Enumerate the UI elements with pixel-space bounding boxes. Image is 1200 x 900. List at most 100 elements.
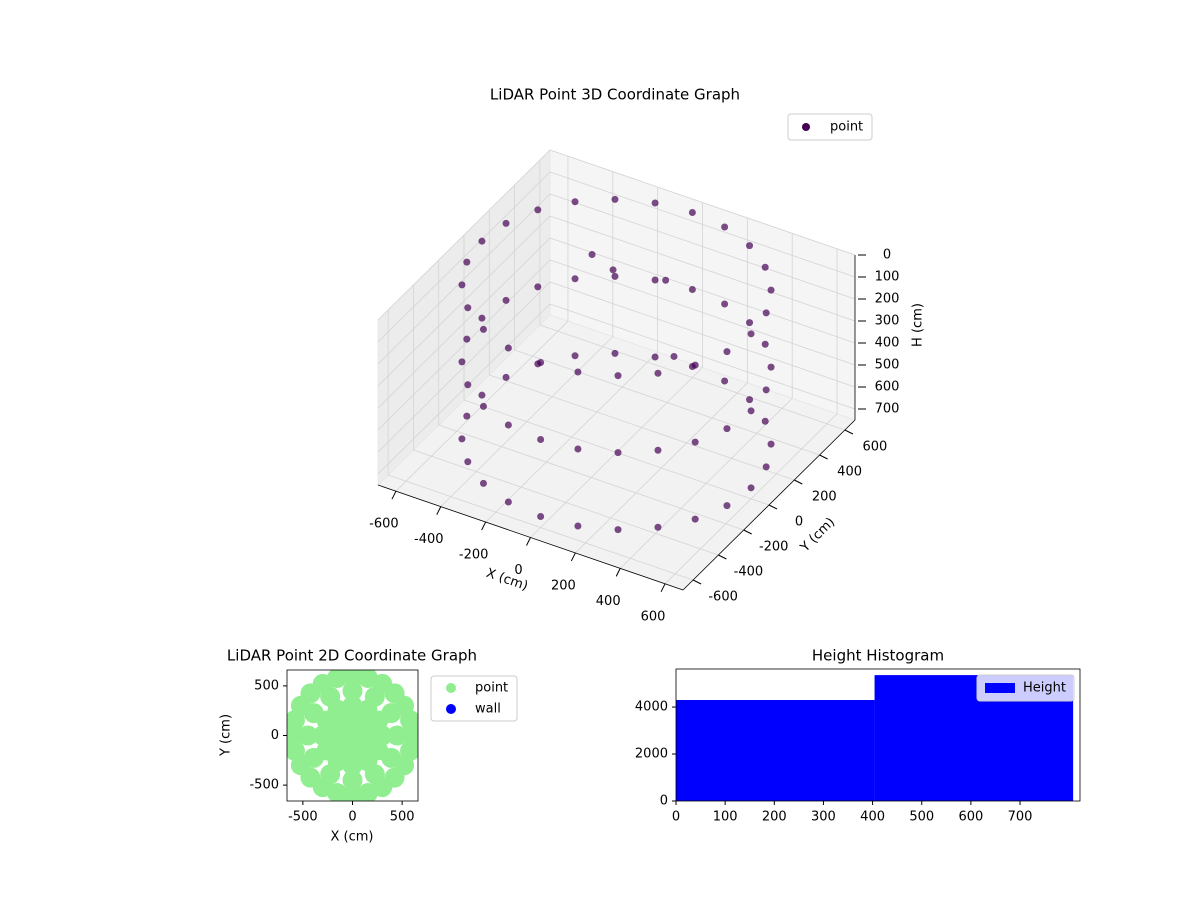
point: [400, 740, 418, 761]
point: [478, 237, 486, 245]
point: [458, 281, 466, 289]
point: [688, 286, 696, 293]
x-tick: [660, 583, 666, 593]
y-tick-label: 0: [271, 728, 279, 743]
point: [504, 421, 512, 429]
x-tick: [481, 521, 487, 531]
y-tick-label: -500: [249, 778, 279, 793]
x-tick-label: 600: [641, 609, 666, 624]
grid-line: [549, 303, 856, 410]
legend-marker: [446, 683, 456, 693]
x-tick-label: 500: [390, 810, 415, 825]
grid-line: [377, 303, 551, 475]
point: [721, 300, 729, 308]
point: [762, 309, 770, 317]
y-axis-label: Y (cm): [219, 714, 234, 757]
x-tick: [436, 506, 442, 515]
z-tick-label: 400: [875, 336, 900, 351]
point: [723, 425, 731, 433]
point: [721, 377, 729, 385]
y-tick-label: 2000: [635, 747, 668, 762]
bar: [676, 700, 875, 801]
grid-line: [549, 281, 856, 388]
point: [463, 258, 471, 266]
legend-label: Height: [1023, 681, 1066, 696]
y-tick: [768, 504, 778, 510]
point: [502, 373, 510, 381]
point: [670, 352, 678, 360]
point: [651, 353, 659, 361]
point: [463, 412, 471, 420]
point: [479, 325, 487, 333]
y-tick-label: -400: [734, 565, 764, 580]
point: [478, 314, 486, 322]
grid-line: [549, 149, 856, 256]
point: [502, 219, 510, 227]
x-tick-label: 400: [596, 594, 621, 609]
point: [537, 513, 545, 520]
point: [534, 283, 542, 291]
grid-line: [514, 349, 820, 456]
x-tick-label: 0: [514, 563, 522, 578]
point: [746, 396, 754, 404]
x-tick-label: 100: [713, 810, 738, 825]
x-tick: [615, 568, 621, 577]
point: [654, 446, 662, 454]
point: [761, 263, 769, 271]
legend-label: point: [475, 681, 508, 696]
point: [464, 304, 472, 312]
x-tick: [570, 552, 576, 562]
point: [571, 275, 579, 283]
y-tick: [844, 429, 854, 435]
point: [746, 319, 754, 327]
x-tick-label: 400: [860, 810, 885, 825]
point: [614, 526, 622, 534]
x-tick-label: 300: [811, 810, 836, 825]
point: [327, 783, 348, 801]
point: [609, 266, 617, 274]
point: [747, 484, 755, 492]
x-tick-label: -600: [369, 517, 399, 532]
point: [611, 349, 619, 357]
point: [458, 435, 466, 443]
point: [571, 352, 579, 360]
point: [688, 363, 696, 370]
grid-line: [549, 259, 856, 366]
point: [723, 502, 731, 510]
point: [537, 436, 545, 443]
axes-frame: [675, 668, 1081, 802]
grid-line: [377, 237, 551, 409]
point: [614, 449, 622, 457]
point: [611, 195, 619, 203]
y-tick: [743, 529, 752, 535]
point: [762, 386, 770, 394]
point: [479, 479, 487, 487]
grid-line: [489, 374, 795, 481]
point: [574, 445, 582, 453]
grid-line: [377, 215, 551, 387]
x-tick-label: 0: [348, 810, 356, 825]
point: [691, 515, 699, 523]
y-tick: [819, 454, 828, 460]
point: [571, 198, 579, 206]
grid-line: [377, 259, 551, 431]
grid-line: [377, 281, 551, 453]
y-tick: [718, 554, 727, 560]
point: [534, 360, 542, 368]
grid-line: [377, 149, 551, 321]
legend-marker: [802, 123, 810, 131]
chart-title: Height Histogram: [812, 647, 944, 665]
point: [342, 770, 363, 791]
grid-line: [549, 215, 856, 322]
legend-swatch: [985, 683, 1015, 693]
z-tick-label: 100: [875, 270, 900, 285]
x-tick-label: 0: [672, 810, 680, 825]
z-axis-label: H (cm): [911, 303, 926, 347]
z-tick-label: 700: [875, 402, 900, 417]
point: [464, 458, 472, 466]
point: [747, 330, 755, 338]
z-tick-label: 300: [875, 314, 900, 329]
point: [651, 199, 659, 207]
point: [342, 680, 363, 701]
